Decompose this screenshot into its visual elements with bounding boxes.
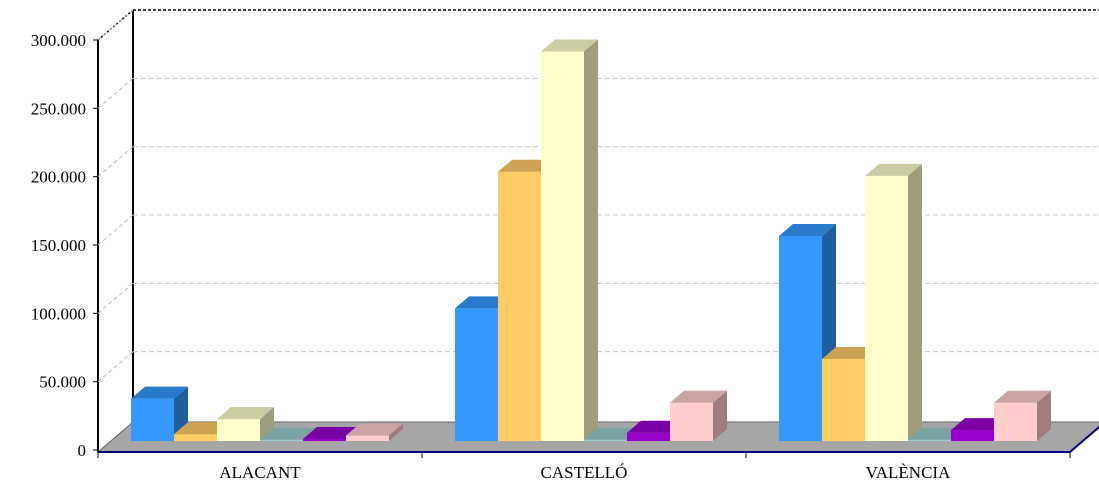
floor-right-edge — [1069, 425, 1099, 453]
bar-front — [584, 439, 627, 441]
y-tick-label: 200.000 — [31, 168, 86, 187]
gridline-side — [97, 282, 134, 314]
bar — [670, 390, 727, 441]
bar-side — [713, 390, 727, 441]
bar-front — [994, 402, 1037, 441]
bar-front — [670, 402, 713, 441]
bar-top — [951, 418, 1008, 431]
y-tick-label: 300.000 — [31, 31, 86, 50]
bar-top — [541, 39, 598, 52]
bar-top — [217, 407, 274, 420]
y-tick-label: 0 — [78, 441, 87, 460]
bar-top — [908, 427, 965, 440]
y-tick-label: 150.000 — [31, 236, 86, 255]
bar-front — [346, 435, 389, 441]
gridlines — [97, 9, 1099, 383]
bar — [865, 163, 922, 441]
bar-top — [822, 347, 879, 359]
gridline-side — [97, 214, 134, 246]
bar-top — [994, 390, 1051, 403]
bar-front — [951, 430, 994, 441]
x-tick-label: CASTELLÓ — [541, 463, 628, 482]
bar-front — [627, 432, 670, 441]
bar — [541, 39, 598, 441]
bar-side — [260, 407, 274, 441]
bar-front — [822, 359, 865, 441]
bar-front — [779, 236, 822, 441]
bar-front — [174, 434, 217, 441]
x-tick-label: VALÈNCIA — [866, 463, 951, 482]
bar-front — [455, 308, 498, 441]
bar-front — [908, 439, 951, 441]
bar-top — [346, 423, 403, 436]
bar — [994, 390, 1051, 441]
chart-walls — [97, 9, 1099, 452]
gridline-side — [97, 77, 134, 109]
bar-front — [131, 398, 174, 441]
y-tick-label: 250.000 — [31, 99, 86, 118]
gridline-side — [97, 9, 134, 41]
y-tick-label: 50.000 — [39, 373, 86, 392]
gridline-side — [97, 351, 134, 383]
gridline-side — [97, 146, 134, 178]
bar-front — [217, 419, 260, 441]
x-axis-ticks: ALACANT CASTELLÓ VALÈNCIA — [97, 452, 1071, 482]
bar-front — [541, 51, 584, 441]
bar-side — [1037, 390, 1051, 441]
bar-front — [260, 439, 303, 441]
bars — [131, 39, 1051, 441]
bar-side — [389, 423, 403, 441]
bar-top — [627, 420, 684, 433]
bar-side — [584, 39, 598, 441]
y-tick-label: 100.000 — [31, 304, 86, 323]
bar-top — [455, 296, 512, 309]
x-tick-label: ALACANT — [219, 463, 301, 482]
bar-top — [584, 427, 641, 440]
bar-front — [303, 438, 346, 441]
bar-top — [131, 386, 188, 399]
bar-top — [779, 224, 836, 236]
bar-top — [498, 159, 555, 172]
bar — [217, 407, 274, 441]
bar-top — [174, 422, 231, 435]
bar-front — [865, 175, 908, 441]
bar-top — [865, 163, 922, 176]
bar-top — [303, 426, 360, 439]
bar-top — [670, 390, 727, 403]
bar-front — [498, 171, 541, 441]
bar-top — [260, 427, 317, 440]
y-axis-ticks: 0 50.000 100.000 150.000 200.000 250.000 300.0… — [31, 31, 98, 460]
bar — [346, 423, 403, 441]
bar-side — [908, 163, 922, 441]
